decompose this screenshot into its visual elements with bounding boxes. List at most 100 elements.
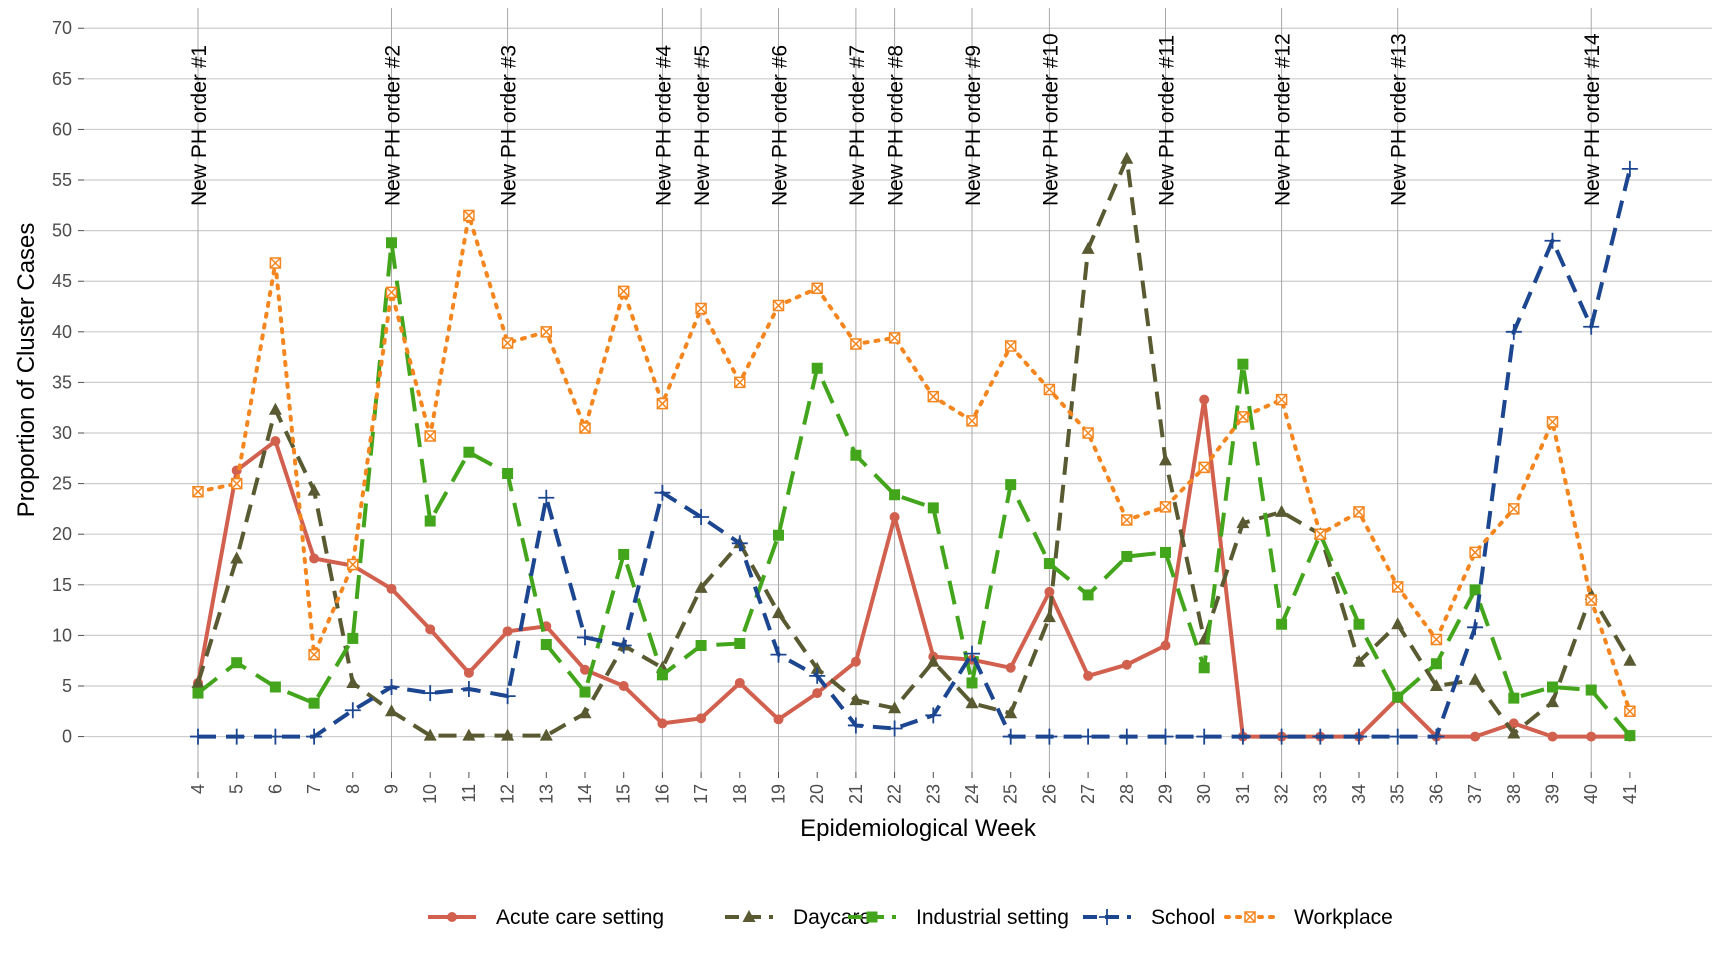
data-point bbox=[866, 911, 878, 923]
x-tick-label: 20 bbox=[807, 784, 827, 804]
data-point bbox=[1082, 427, 1094, 439]
x-tick-label: 14 bbox=[575, 784, 595, 804]
data-point bbox=[1273, 728, 1290, 745]
legend-label: Daycare bbox=[793, 906, 871, 929]
x-tick-label: 21 bbox=[846, 784, 866, 804]
data-point bbox=[1508, 503, 1520, 515]
data-point bbox=[1467, 619, 1484, 636]
data-point bbox=[1547, 681, 1558, 693]
annotation-label: New PH order #11 bbox=[1156, 35, 1179, 206]
data-point bbox=[617, 285, 630, 298]
legend-label: Acute care setting bbox=[496, 906, 664, 929]
data-point bbox=[773, 714, 784, 725]
data-point bbox=[501, 337, 514, 349]
data-point bbox=[1429, 678, 1443, 691]
data-point bbox=[1198, 461, 1210, 474]
data-point bbox=[306, 728, 323, 745]
data-point bbox=[809, 667, 826, 684]
data-point bbox=[386, 237, 397, 249]
data-point bbox=[926, 654, 940, 667]
data-point bbox=[1508, 692, 1520, 704]
data-point bbox=[1041, 728, 1058, 745]
data-point bbox=[770, 646, 787, 663]
x-tick-label: 11 bbox=[459, 784, 479, 803]
data-point bbox=[1428, 728, 1445, 745]
data-point bbox=[1546, 416, 1559, 428]
data-point bbox=[965, 696, 979, 709]
data-point bbox=[1198, 662, 1210, 674]
data-point bbox=[1585, 684, 1597, 696]
annotation-label: New PH order #14 bbox=[1581, 33, 1604, 206]
annotation-label: New PH order #6 bbox=[769, 45, 792, 206]
x-tick-label: 18 bbox=[730, 784, 750, 804]
annotation-label: New PH order #3 bbox=[498, 45, 521, 206]
data-point bbox=[1391, 581, 1404, 593]
data-point bbox=[1392, 691, 1404, 703]
data-point bbox=[267, 728, 284, 745]
data-point bbox=[1120, 151, 1134, 164]
data-point bbox=[811, 282, 823, 295]
x-tick-label: 16 bbox=[652, 784, 672, 804]
y-tick-label: 40 bbox=[52, 322, 72, 342]
data-point bbox=[463, 209, 475, 222]
legend-item: Industrial setting bbox=[848, 906, 1069, 929]
data-point bbox=[696, 713, 707, 724]
data-point bbox=[1080, 728, 1097, 745]
x-tick-label: 28 bbox=[1117, 784, 1137, 804]
series-line bbox=[196, 156, 1632, 738]
data-point bbox=[1160, 546, 1171, 558]
x-tick-label: 29 bbox=[1156, 784, 1176, 804]
data-point bbox=[1547, 731, 1558, 742]
data-point bbox=[1314, 528, 1327, 540]
x-tick-label: 13 bbox=[536, 784, 556, 804]
series-workplace bbox=[192, 209, 1636, 718]
x-tick-label: 25 bbox=[1001, 784, 1021, 804]
data-point bbox=[773, 529, 784, 541]
data-point bbox=[772, 299, 785, 312]
data-point bbox=[1585, 594, 1597, 606]
data-point bbox=[693, 508, 710, 525]
legend-item: Workplace bbox=[1224, 906, 1393, 929]
series-line bbox=[196, 213, 1632, 714]
data-point bbox=[1082, 589, 1094, 601]
data-point bbox=[347, 558, 359, 571]
data-point bbox=[192, 687, 204, 699]
y-tick-label: 35 bbox=[52, 372, 72, 392]
data-point bbox=[1159, 453, 1172, 466]
data-point bbox=[231, 657, 243, 669]
data-point bbox=[1234, 728, 1251, 745]
data-point bbox=[499, 688, 516, 705]
y-tick-label: 25 bbox=[52, 474, 72, 494]
series-line bbox=[196, 240, 1632, 737]
y-tick-label: 20 bbox=[52, 524, 72, 544]
data-point bbox=[1157, 728, 1174, 745]
x-tick-label: 34 bbox=[1349, 784, 1369, 804]
data-point bbox=[847, 717, 864, 734]
x-tick-label: 35 bbox=[1388, 784, 1408, 804]
data-point bbox=[618, 680, 629, 691]
data-point bbox=[1544, 232, 1561, 249]
y-tick-label: 60 bbox=[52, 119, 72, 139]
legend-label: Workplace bbox=[1294, 906, 1393, 929]
data-point bbox=[1121, 514, 1133, 526]
data-point bbox=[307, 483, 321, 496]
data-point bbox=[1237, 411, 1249, 423]
series-line bbox=[196, 397, 1630, 739]
data-point bbox=[966, 677, 978, 689]
data-point bbox=[1621, 160, 1638, 177]
data-point bbox=[577, 629, 593, 646]
y-tick-label: 15 bbox=[52, 575, 72, 595]
annotation-label: New PH order #9 bbox=[962, 45, 985, 206]
data-point bbox=[269, 681, 281, 693]
data-point bbox=[810, 661, 824, 674]
data-point bbox=[1352, 654, 1366, 667]
data-point bbox=[463, 446, 475, 458]
data-point bbox=[268, 402, 282, 415]
data-point bbox=[502, 626, 513, 637]
x-tick-label: 17 bbox=[691, 784, 711, 804]
data-point bbox=[889, 489, 901, 501]
data-point bbox=[425, 624, 436, 635]
data-point bbox=[1508, 718, 1519, 729]
y-tick-label: 5 bbox=[62, 676, 72, 696]
x-tick-label: 19 bbox=[769, 784, 789, 804]
